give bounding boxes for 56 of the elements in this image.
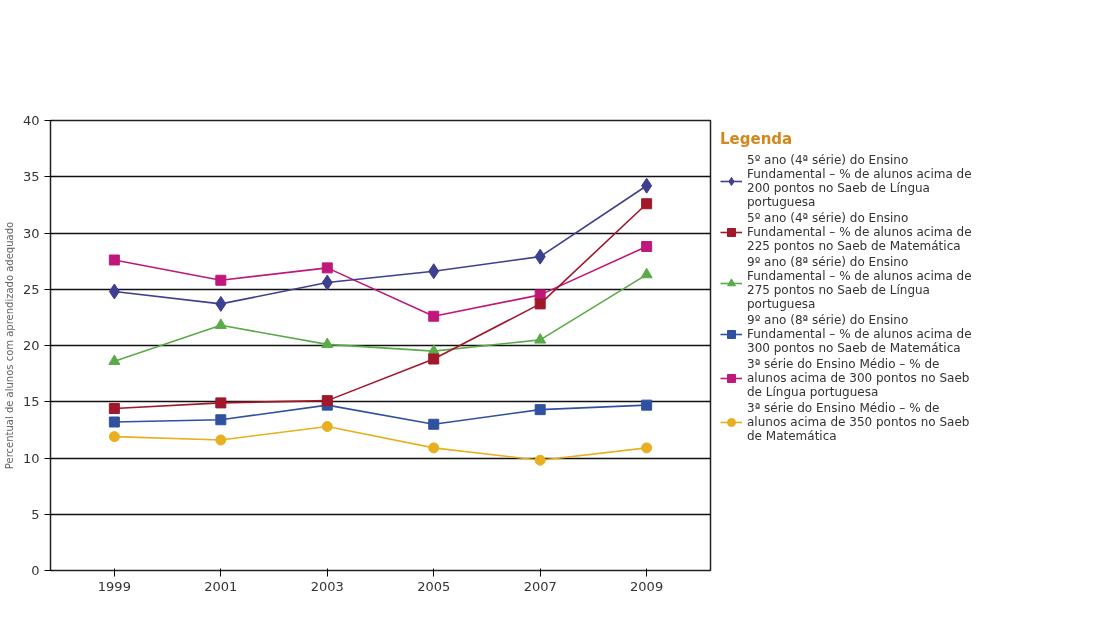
point — [215, 434, 227, 446]
x-tick-label: 2003 — [310, 578, 344, 594]
point — [534, 404, 546, 416]
point — [428, 310, 440, 322]
point — [534, 454, 546, 466]
point — [108, 283, 120, 300]
legend-title: Legenda — [720, 130, 794, 148]
point — [215, 274, 227, 286]
point — [534, 248, 546, 265]
point — [321, 337, 334, 349]
x-tick-label: 2001 — [204, 578, 238, 594]
y-tick-label: 35 — [22, 169, 40, 185]
x-tick-label: 2005 — [417, 578, 451, 594]
y-tick-label: 0 — [31, 563, 40, 578]
point — [641, 442, 653, 454]
point — [641, 177, 653, 194]
legend-label: 3ª série do Ensino Médio – % de alunos acima de 350 pontos no Saeb de Matemática — [747, 401, 970, 443]
x-tick-label: 2009 — [630, 578, 664, 594]
y-tick-label: 30 — [22, 225, 40, 241]
point — [428, 418, 440, 430]
point — [534, 333, 547, 344]
point — [215, 295, 227, 312]
point — [215, 414, 227, 426]
point — [321, 421, 333, 432]
point — [321, 395, 333, 407]
y-tick-label: 25 — [22, 281, 40, 297]
point — [428, 442, 440, 454]
point — [108, 403, 120, 414]
point — [108, 416, 120, 428]
point — [641, 241, 653, 252]
point — [321, 274, 333, 291]
legend-label: 9º ano (8ª série) do Ensino Fundamental – % de alunos acima de 300 pontos no Saeb de Matemática — [747, 313, 972, 355]
legend-label: 5º ano (4ª série) do Ensino Fundamental – % de alunos acima de 200 pontos no Saeb de Língua portuguesa — [747, 153, 972, 209]
y-tick-label: 15 — [22, 394, 40, 410]
point — [215, 397, 227, 409]
point — [321, 262, 333, 274]
x-tick-label: 2007 — [523, 578, 557, 594]
point — [641, 399, 653, 411]
y-axis-title: Percentual de alunos com aprendizado adequado — [3, 221, 15, 470]
legend-label: 3ª série do Ensino Médio – % de alunos acima de 300 pontos no Saeb de Língua portuguesa — [747, 357, 970, 399]
point — [108, 431, 120, 443]
y-tick-label: 10 — [22, 450, 40, 466]
point — [428, 263, 440, 280]
y-tick-label: 5 — [31, 506, 40, 522]
point — [640, 267, 653, 279]
y-tick-label: 40 — [22, 113, 40, 128]
point — [108, 354, 121, 365]
point — [108, 254, 120, 266]
point — [214, 318, 227, 329]
point — [641, 198, 653, 210]
legend-label: 5º ano (4ª série) do Ensino Fundamental – % de alunos acima de 225 pontos no Saeb de Matemática — [747, 211, 972, 253]
point — [428, 353, 440, 365]
y-tick-label: 20 — [22, 338, 40, 353]
point — [534, 298, 546, 310]
x-tick-label: 1999 — [97, 578, 131, 594]
legend-label: 9º ano (8ª série) do Ensino Fundamental – % de alunos acima de 275 pontos no Saeb de Língua portuguesa — [747, 255, 972, 311]
